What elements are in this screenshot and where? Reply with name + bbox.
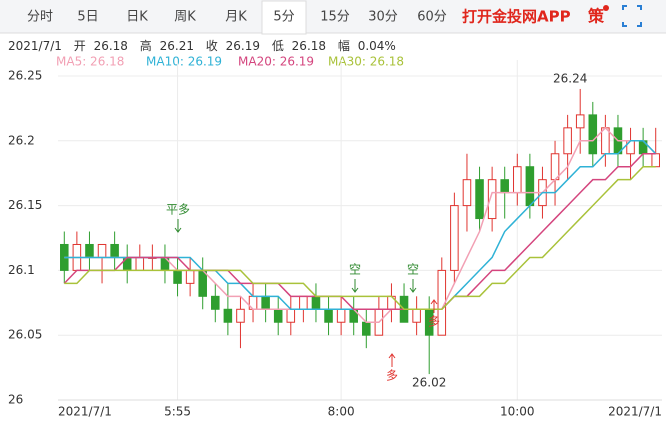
tab[interactable]: 分时	[27, 10, 53, 25]
candle-body	[211, 295, 220, 310]
quote-amplitude: 0.04%	[358, 39, 396, 53]
quote-close-label: 收	[206, 39, 218, 53]
active-tab	[261, 0, 307, 35]
candle-body	[336, 308, 346, 323]
quote-open-label: 开	[74, 39, 86, 53]
y-tick-label: 26.15	[8, 198, 42, 212]
candle-body	[273, 308, 283, 323]
ma-line	[64, 126, 657, 323]
quote-amplitude-label: 幅	[338, 38, 350, 53]
candle-body	[588, 114, 598, 155]
candle-body	[185, 269, 195, 284]
legend-entry: MA20: 26.19	[238, 55, 314, 69]
ma-line	[63, 153, 656, 311]
tab[interactable]: 日K	[126, 10, 148, 25]
candle-body	[286, 308, 296, 323]
legend-entry: MA10: 26.19	[146, 55, 222, 69]
tab[interactable]: 30分	[368, 10, 398, 25]
candle-body	[299, 295, 308, 310]
signal-arrow	[174, 219, 182, 233]
x-tick-label: 5:55	[164, 405, 191, 419]
min-label: 26.02	[412, 376, 446, 390]
quote-date: 2021/7/1	[8, 39, 62, 53]
y-tick-label: 26.1	[8, 263, 35, 277]
ma-line	[64, 140, 657, 311]
fullscreen-button[interactable]	[622, 5, 642, 27]
x-tick-label: 10:00	[500, 405, 535, 419]
candle-body	[563, 127, 572, 155]
candle-body	[450, 205, 459, 271]
x-tick-label: 2021/7/1	[608, 405, 662, 419]
quote-close: 26.19	[226, 39, 260, 53]
y-tick-label: 26	[8, 393, 23, 407]
candle-body	[513, 166, 522, 194]
candle-body	[324, 308, 333, 323]
candle-body	[85, 243, 94, 258]
signal-arrow	[388, 353, 396, 367]
tab[interactable]: 5日	[77, 10, 98, 25]
signal-arrow	[430, 299, 438, 313]
signal-arrow	[409, 279, 417, 293]
app-link[interactable]: 打开金投网APP	[462, 8, 571, 26]
candle-body	[601, 127, 610, 155]
quote-low: 26.18	[292, 39, 326, 53]
candle-body	[362, 321, 371, 336]
x-tick-label: 8:00	[328, 405, 355, 419]
ma-line	[64, 165, 656, 311]
candle-body	[110, 243, 119, 258]
strategy-button[interactable]: 策	[587, 7, 605, 26]
signal-label: 空	[349, 263, 361, 277]
y-tick-label: 26.2	[8, 133, 35, 147]
signal-label: 平多	[166, 203, 190, 217]
quote-open: 26.18	[94, 39, 128, 53]
quote-line: 2021/7/1 开 26.18 高 26.21 收 26.19 低 26.18…	[8, 38, 396, 53]
candle-body	[475, 179, 484, 220]
quote-high-label: 高	[140, 38, 152, 53]
candle-body	[500, 179, 509, 194]
signal-label: 空	[407, 263, 419, 277]
notice-dot	[603, 5, 609, 11]
tab[interactable]: 月K	[225, 10, 247, 25]
candle-body	[135, 256, 145, 271]
y-tick-label: 26.05	[8, 328, 42, 342]
quote-low-label: 低	[272, 39, 284, 53]
candle-body	[550, 153, 560, 181]
max-label: 26.24	[553, 71, 587, 85]
signal-arrow	[351, 279, 359, 293]
candle-body	[462, 179, 472, 207]
candle-body	[487, 179, 497, 220]
candle-body	[261, 295, 270, 310]
candle-body	[97, 243, 107, 258]
candle-body	[651, 153, 660, 168]
candle-body	[525, 166, 535, 207]
candle-body	[173, 269, 182, 284]
candle-body	[198, 269, 207, 297]
candle-body	[412, 308, 421, 323]
candle-body	[223, 308, 233, 323]
candle-body	[575, 114, 585, 129]
tab[interactable]: 5分	[273, 10, 294, 25]
y-tick-label: 26.25	[8, 69, 42, 83]
signal-label: 多	[428, 315, 440, 329]
x-tick-label: 2021/7/1	[58, 405, 112, 419]
legend-entry: MA30: 26.18	[328, 55, 404, 69]
candle-body	[311, 295, 321, 310]
quote-high: 26.21	[160, 39, 194, 53]
legend-entry: MA5: 26.18	[56, 55, 124, 69]
tab[interactable]: 60分	[417, 10, 447, 25]
tab-bar	[0, 0, 666, 33]
signal-label: 多	[386, 369, 398, 383]
tab[interactable]: 周K	[174, 10, 196, 25]
candle-body	[236, 308, 245, 323]
tab[interactable]: 15分	[320, 10, 350, 25]
